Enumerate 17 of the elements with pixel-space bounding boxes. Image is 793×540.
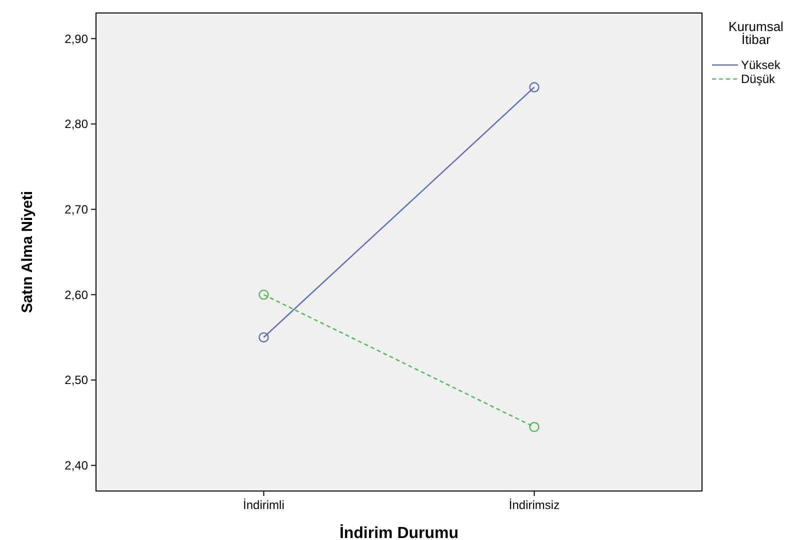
x-tick-label: İndirimsiz xyxy=(508,498,560,512)
point xyxy=(258,332,269,342)
legend-title: Kurumsal İtibar xyxy=(728,19,784,47)
y-axis-title: Satın Alma Niyeti xyxy=(19,191,36,313)
point xyxy=(529,422,540,432)
legend-label: Düşük xyxy=(741,72,776,86)
y-tick-label: 2,50 xyxy=(64,373,88,388)
x-tick-label: İndirimli xyxy=(243,498,284,512)
x-axis-title: İndirim Durumu xyxy=(339,524,459,540)
y-tick-label: 2,90 xyxy=(64,32,88,46)
y-tick-label: 2,60 xyxy=(64,288,88,302)
y-tick-label: 2,40 xyxy=(64,458,88,473)
y-tick-label: 2,70 xyxy=(64,202,88,217)
point xyxy=(529,82,540,92)
y-tick-label: 2,80 xyxy=(64,117,88,132)
point xyxy=(258,290,269,300)
legend-label: Yüksek xyxy=(741,58,782,72)
